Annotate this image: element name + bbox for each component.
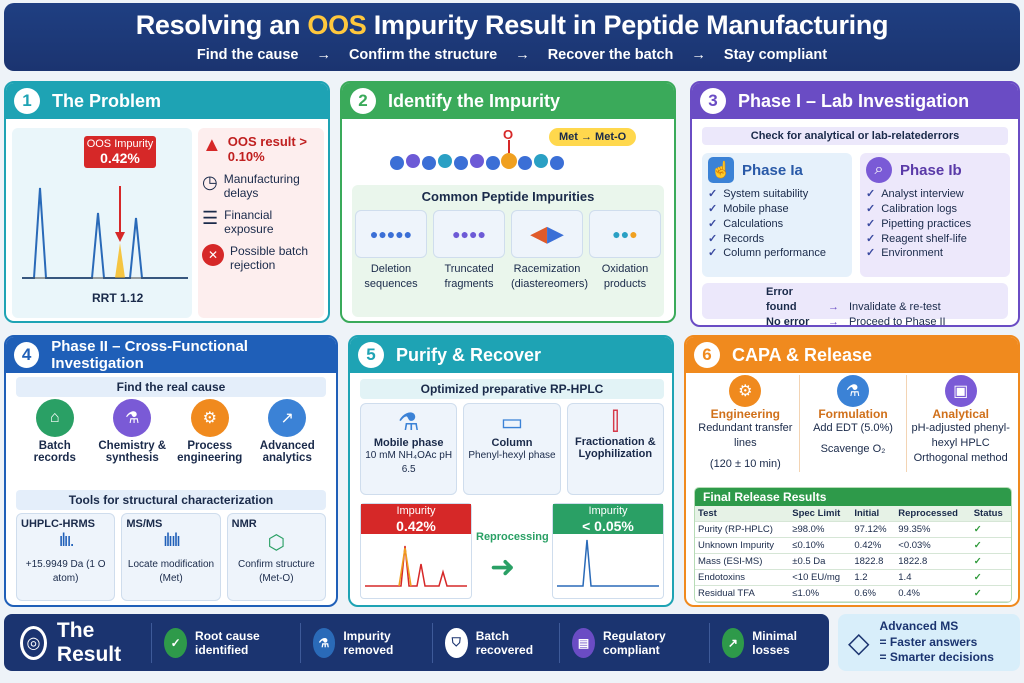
tool-msms: MS/MS ılıılı Locate modification (Met) xyxy=(121,513,221,601)
table-row: Mass (ESI-MS) ±0.5 Da 1822.8 1822.8 ✓ xyxy=(695,553,1011,570)
deletion-icon: ●●●●● xyxy=(355,210,427,258)
table-row: Residual TFA ≤1.0% 0.6% 0.4% ✓ xyxy=(695,585,1011,602)
tool-hrms: UHPLC-HRMS ılıı. +15.9949 Da (1 O atom) xyxy=(16,513,116,601)
capa-engineering: ⚙ Engineering Redundant transfer lines (120… xyxy=(692,375,799,472)
molecule-icon: ⬡ xyxy=(267,532,286,554)
impurity-item: ●●●●● Deletion sequences xyxy=(355,210,427,292)
magnifier-icon: ⌕ xyxy=(866,157,892,183)
warning-icon: ▲ xyxy=(202,134,222,156)
panel-phase2: 4 Phase II – Cross-Functional Investigati… xyxy=(4,335,338,607)
cause-item: ⚙ Process engineering xyxy=(175,399,245,464)
tool-nmr: NMR ⬡ Confirm structure (Met-O) xyxy=(226,513,326,601)
table-row: Unknown Impurity ≤0.10% 0.42% <0.03% ✓ xyxy=(695,537,1011,554)
panel-capa: 6 CAPA & Release ⚙ Engineering Redundant tr… xyxy=(684,335,1020,607)
diamond-icon: ◇ xyxy=(848,627,870,658)
panel-phase1: 3 Phase I – Lab Investigation Check for a… xyxy=(690,81,1020,327)
panel-identify: 2 Identify the Impurity O Met → Met-O Com… xyxy=(340,81,676,323)
tap-icon: ☝ xyxy=(708,157,734,183)
result-item: ▤ Regulatory compliant xyxy=(559,622,708,663)
oos-callout: OOS Impurity 0.42% xyxy=(84,136,156,168)
cause-item: ↗ Advanced analytics xyxy=(252,399,322,464)
peptide-chain-icon xyxy=(390,140,564,170)
column-icon: ▭ xyxy=(500,409,524,436)
flask-icon: ⚗ xyxy=(837,375,869,407)
chromatogram: OOS Impurity 0.42% RRT 1.12 xyxy=(12,128,192,318)
problem-item: ☰ Financial exposure xyxy=(202,208,274,236)
met-tag: Met → Met-O xyxy=(549,128,637,146)
chart-up-icon: ↗ xyxy=(721,627,745,658)
capa-formulation: ⚗ Formulation Add EDT (5.0%) Scavenge O₂ xyxy=(798,375,907,472)
oxidation-icon: ●● ● xyxy=(589,210,661,258)
advanced-ms-box: ◇ Advanced MS = Faster answers = Smarter d… xyxy=(838,614,1020,671)
release-results: Final Release Results Test Spec Limit Init… xyxy=(694,487,1012,603)
monitor-icon: ▣ xyxy=(944,375,977,407)
spectrum-icon: ılıılı xyxy=(162,530,181,550)
table-row: Purity (RP-HPLC) ≥98.0% 97.12% 99.35% ✓ xyxy=(695,521,1011,538)
shield-icon: ⛉ xyxy=(444,627,468,658)
truncated-icon: ●●●● xyxy=(433,210,505,258)
target-icon: ◎ xyxy=(20,625,47,660)
flask-icon: ⚗ xyxy=(113,399,152,437)
problem-item: ✕ Possible batch rejection xyxy=(202,244,320,272)
gear-icon: ⚙ xyxy=(190,399,229,437)
column-card: ▭ Column Phenyl-hexyl phase xyxy=(463,403,561,495)
factory-icon: ⌂ xyxy=(35,399,74,437)
arrow-right-icon: ➜ xyxy=(490,551,516,584)
reject-icon: ✕ xyxy=(202,244,224,266)
impurity-item: ●●●● Truncated fragments xyxy=(433,210,505,292)
panel-purify: 5 Purify & Recover Optimized preparative … xyxy=(348,335,674,607)
before-chromatogram: Impurity 0.42% xyxy=(360,503,472,599)
panel-problem: 1 The Problem OOS Impurity 0.42% RRT 1.12… xyxy=(4,81,330,323)
rrt-label: RRT 1.12 xyxy=(92,291,144,305)
result-bar: ◎ The Result ✓ Root cause identified ⚗ Imp… xyxy=(4,614,829,671)
chart-up-icon: ↗ xyxy=(268,399,307,437)
cause-item: ⌂ Batch records xyxy=(20,399,90,464)
flow-steps: Find the cause → Confirm the structure → R… xyxy=(196,47,828,63)
cause-item: ⚗ Chemistry & synthesis xyxy=(97,399,167,464)
coins-icon: ☰ xyxy=(202,208,219,228)
spectrum-icon: ılıı. xyxy=(58,530,75,550)
capa-analytical: ▣ Analytical pH-adjusted phenyl-hexyl HPLC… xyxy=(906,375,1014,472)
racemization-icon: ◀ ▶ xyxy=(511,210,583,258)
fraction-card: ⫿ Fractionation & Lyophilization xyxy=(566,403,664,495)
page-title: Resolving an OOS Impurity Result in Pept… xyxy=(135,10,889,40)
flask-icon: ⚗ xyxy=(397,409,420,436)
result-item: ⛉ Batch recovered xyxy=(431,622,559,663)
check-icon: ✓ xyxy=(164,627,188,658)
document-icon: ▤ xyxy=(572,627,595,658)
result-item: ⚗ Impurity removed xyxy=(299,622,432,663)
table-row: Endotoxins <10 EU/mg 1.2 1.4 ✓ xyxy=(695,569,1011,586)
tube-icon: ⫿ xyxy=(611,408,620,435)
impurity-item: ◀ ▶ Racemization (diastereomers) xyxy=(511,210,588,292)
flask-icon: ⚗ xyxy=(312,627,336,658)
problem-item: ◷ Manufacturing delays xyxy=(202,172,300,200)
clock-icon: ◷ xyxy=(202,172,218,192)
impurity-item: ●● ● Oxidation products xyxy=(589,210,661,292)
problem-item: ▲ OOS result > 0.10% xyxy=(202,134,307,164)
after-chromatogram: Impurity < 0.05% xyxy=(552,503,664,599)
result-item: ✓ Root cause identified xyxy=(151,622,299,663)
mobile-phase-card: ⚗ Mobile phase 10 mM NH₄OAc pH 6.5 xyxy=(360,403,458,495)
result-item: ↗ Minimal losses xyxy=(708,622,830,663)
header-banner: Resolving an OOS Impurity Result in Pept… xyxy=(4,3,1020,71)
gear-icon: ⚙ xyxy=(729,375,762,407)
